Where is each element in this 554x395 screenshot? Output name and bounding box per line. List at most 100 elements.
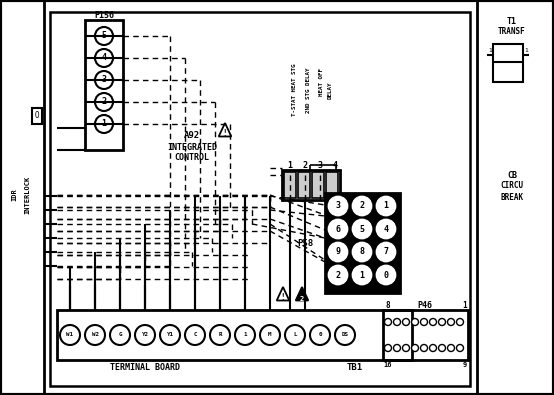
- Circle shape: [393, 318, 401, 325]
- Bar: [282, 170, 340, 200]
- Text: 0: 0: [383, 271, 388, 280]
- Circle shape: [412, 344, 418, 352]
- Circle shape: [353, 243, 371, 261]
- Circle shape: [403, 344, 409, 352]
- Circle shape: [439, 344, 445, 352]
- Text: W1: W1: [66, 333, 74, 337]
- Text: CB: CB: [507, 171, 517, 179]
- Circle shape: [329, 220, 347, 238]
- Bar: [298, 172, 310, 198]
- Text: 4: 4: [383, 224, 388, 233]
- Circle shape: [329, 266, 347, 284]
- Circle shape: [95, 71, 113, 89]
- Text: 16: 16: [384, 362, 392, 368]
- Circle shape: [85, 325, 105, 345]
- Bar: [325, 193, 400, 293]
- Circle shape: [95, 49, 113, 67]
- Text: DS: DS: [341, 333, 348, 337]
- Text: 1: 1: [288, 160, 293, 169]
- Circle shape: [185, 325, 205, 345]
- Circle shape: [60, 325, 80, 345]
- Text: O: O: [35, 111, 39, 120]
- Text: 4: 4: [332, 160, 337, 169]
- Text: P46: P46: [418, 301, 433, 310]
- Circle shape: [384, 344, 392, 352]
- Circle shape: [384, 318, 392, 325]
- Text: 5: 5: [101, 32, 106, 41]
- Text: TB1: TB1: [347, 363, 363, 372]
- Text: L: L: [293, 333, 297, 337]
- Text: 1: 1: [524, 47, 528, 53]
- Circle shape: [95, 93, 113, 111]
- Text: 2ND STG DELAY: 2ND STG DELAY: [306, 67, 311, 113]
- Text: CIRCU: CIRCU: [500, 181, 524, 190]
- Text: !: !: [281, 293, 285, 303]
- Text: P156: P156: [94, 11, 114, 19]
- Text: 3: 3: [336, 201, 341, 211]
- Circle shape: [377, 266, 395, 284]
- Circle shape: [377, 197, 395, 215]
- Text: 1: 1: [101, 120, 106, 128]
- Polygon shape: [296, 287, 308, 301]
- Bar: [57, 310, 412, 360]
- Circle shape: [135, 325, 155, 345]
- Text: C: C: [193, 333, 197, 337]
- Text: 8: 8: [360, 248, 365, 256]
- Text: A92: A92: [184, 130, 200, 139]
- Circle shape: [95, 27, 113, 45]
- Circle shape: [210, 325, 230, 345]
- Circle shape: [260, 325, 280, 345]
- Circle shape: [353, 220, 371, 238]
- Bar: [383, 310, 468, 360]
- Text: 3: 3: [317, 160, 322, 169]
- Text: W2: W2: [91, 333, 99, 337]
- Text: M: M: [268, 333, 272, 337]
- Circle shape: [439, 318, 445, 325]
- Text: 1: 1: [383, 201, 388, 211]
- Circle shape: [448, 318, 454, 325]
- Circle shape: [329, 197, 347, 215]
- Text: TRANSF: TRANSF: [498, 28, 526, 36]
- Text: 2: 2: [101, 98, 106, 107]
- Circle shape: [456, 344, 464, 352]
- Circle shape: [412, 318, 418, 325]
- Text: CONTROL: CONTROL: [175, 154, 209, 162]
- Text: HEAT OFF: HEAT OFF: [319, 68, 324, 96]
- Circle shape: [95, 115, 113, 133]
- Text: 2: 2: [302, 160, 307, 169]
- Text: 1: 1: [488, 47, 492, 53]
- Circle shape: [429, 344, 437, 352]
- Bar: [50, 12, 470, 386]
- Text: 8: 8: [386, 301, 391, 310]
- Text: 7: 7: [383, 248, 388, 256]
- Circle shape: [377, 243, 395, 261]
- Text: P58: P58: [297, 239, 313, 248]
- Circle shape: [310, 325, 330, 345]
- Circle shape: [285, 325, 305, 345]
- Text: 0: 0: [318, 333, 322, 337]
- Text: 4: 4: [101, 53, 106, 62]
- Circle shape: [110, 325, 130, 345]
- Text: 2: 2: [360, 201, 365, 211]
- Text: 2: 2: [300, 296, 304, 302]
- Text: !: !: [223, 130, 227, 139]
- Text: Y1: Y1: [167, 333, 173, 337]
- Circle shape: [420, 344, 428, 352]
- Text: INTEGRATED: INTEGRATED: [167, 143, 217, 152]
- Circle shape: [160, 325, 180, 345]
- Text: R: R: [218, 333, 222, 337]
- Circle shape: [353, 197, 371, 215]
- Bar: [32, 108, 42, 124]
- Circle shape: [377, 220, 395, 238]
- Circle shape: [329, 243, 347, 261]
- Text: 9: 9: [336, 248, 341, 256]
- Text: IDR: IDR: [11, 189, 17, 201]
- Circle shape: [420, 318, 428, 325]
- Text: 1: 1: [463, 301, 468, 310]
- Text: INTERLOCK: INTERLOCK: [24, 176, 30, 214]
- Circle shape: [448, 344, 454, 352]
- Circle shape: [393, 344, 401, 352]
- Text: 1: 1: [243, 333, 247, 337]
- Text: 5: 5: [360, 224, 365, 233]
- Text: T-STAT HEAT STG: T-STAT HEAT STG: [292, 64, 297, 116]
